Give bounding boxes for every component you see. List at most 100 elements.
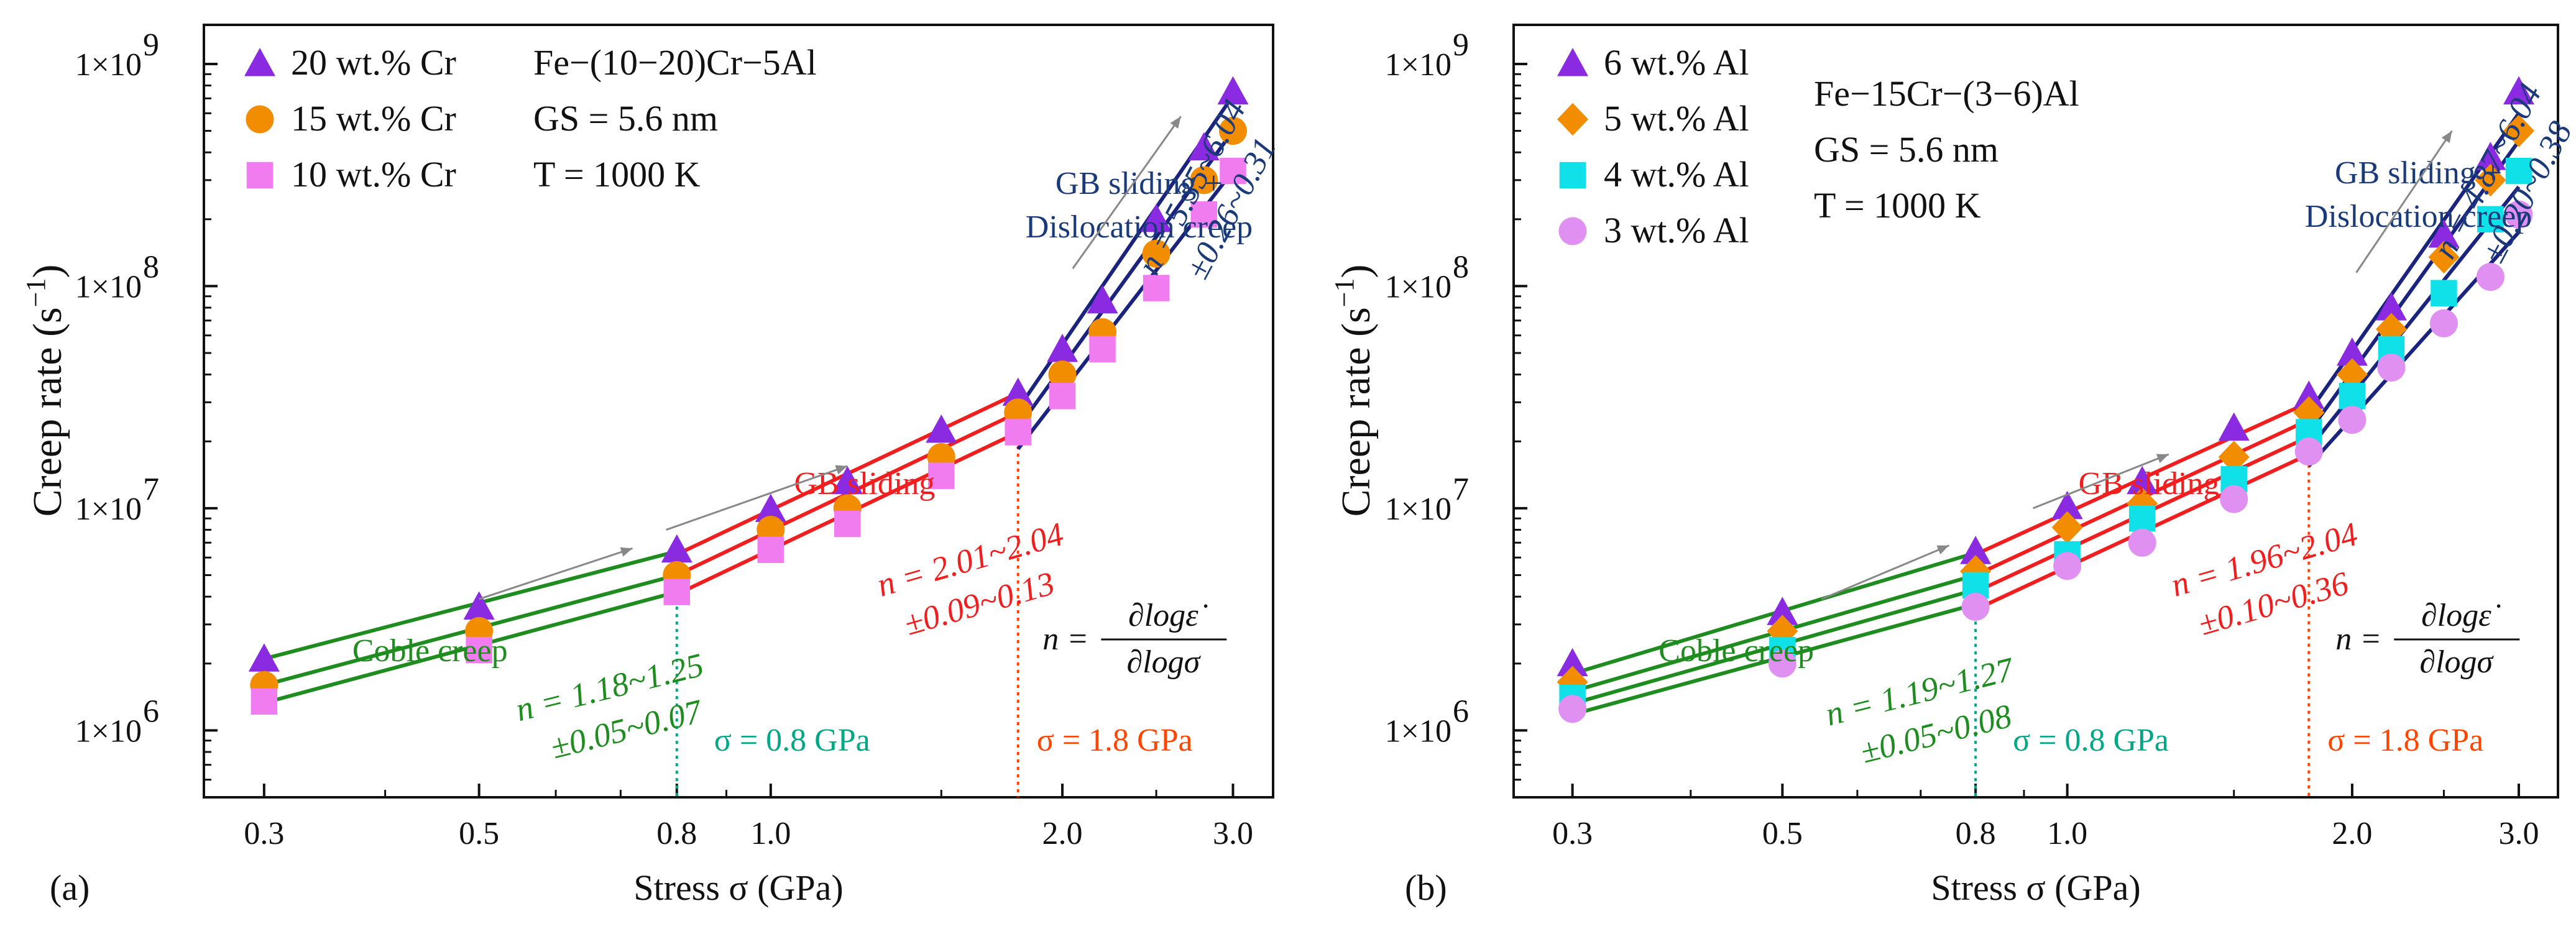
data-point-circle <box>1961 593 1990 621</box>
data-point-triangle <box>1767 597 1798 625</box>
data-point-square <box>2128 505 2156 532</box>
data-point-square <box>2505 157 2532 185</box>
y-tick-exponent: 7 <box>1453 472 1469 507</box>
arrow-head-icon <box>1170 116 1181 129</box>
data-point-square <box>1190 201 1218 228</box>
data-point-triangle <box>1557 648 1588 677</box>
arrow-head-icon <box>2441 130 2452 144</box>
n-coble-annotation: n = 1.18~1.25±0.05~0.07 <box>512 646 707 766</box>
x-tick-label: 0.3 <box>1552 816 1593 851</box>
data-point-diamond <box>2428 240 2460 274</box>
gb-sliding-label: GB sliding <box>794 466 935 501</box>
condition-text: GS = 5.6 nm <box>533 98 718 139</box>
regime-arrow-line <box>2355 130 2453 273</box>
data-point-diamond <box>2475 163 2506 197</box>
x-tick-label: 0.5 <box>459 816 499 851</box>
condition-text: GS = 5.6 nm <box>1814 129 1999 170</box>
plot-frame <box>203 24 1274 799</box>
legend-marker-triangle <box>1557 48 1588 76</box>
legend-marker-circle <box>1558 217 1587 245</box>
data-point-circle <box>2429 309 2458 337</box>
x-tick-label: 1.0 <box>750 816 791 851</box>
condition-text: T = 1000 K <box>533 154 701 195</box>
y-tick-exponent: 6 <box>1453 694 1469 729</box>
y-tick-label: 1×10 <box>1385 269 1451 304</box>
legend-label: 5 wt.% Al <box>1604 98 1749 139</box>
data-point-square <box>928 462 955 489</box>
data-point-circle <box>2053 552 2082 580</box>
x-tick-label: 0.3 <box>244 816 284 851</box>
y-axis-label-close: ) <box>1333 265 1379 278</box>
arrow-head-icon <box>620 547 633 557</box>
sigma-1p8-label: σ = 1.8 GPa <box>2327 723 2483 758</box>
y-tick-label: 1×10 <box>75 713 142 749</box>
data-point-triangle <box>926 414 957 443</box>
legend-label: 15 wt.% Cr <box>291 98 456 139</box>
plot-frame <box>1512 24 2559 799</box>
condition-text: Fe−(10−20)Cr−5Al <box>533 42 817 83</box>
y-tick-exponent: 8 <box>1453 249 1469 285</box>
x-tick-label: 1.0 <box>2047 816 2087 851</box>
data-point-triangle <box>2428 219 2460 248</box>
data-point-diamond <box>2503 114 2534 147</box>
data-point-circle <box>2128 528 2156 557</box>
regime-arrow-line <box>666 465 848 531</box>
y-tick-label: 1×10 <box>1385 713 1451 749</box>
formula-numerator: ∂logε̇ <box>1128 598 1208 633</box>
legend-label: 4 wt.% Al <box>1604 154 1749 195</box>
legend-marker-square <box>246 162 274 189</box>
y-axis-label-close: ) <box>25 265 70 278</box>
y-tick-label: 1×10 <box>75 269 142 304</box>
arrow-head-icon <box>2156 454 2169 464</box>
y-axis-label-exponent: −1 <box>21 278 51 308</box>
y-tick-label: 1×10 <box>75 492 142 527</box>
data-point-square <box>757 536 784 564</box>
condition-text: Fe−15Cr−(3−6)Al <box>1814 73 2079 114</box>
y-axis-label-exponent: −1 <box>1329 278 1359 308</box>
coble-creep-label: Coble creep <box>1658 633 1814 669</box>
panel-label: (b) <box>1405 868 1447 908</box>
y-tick-label: 1×10 <box>1385 47 1451 83</box>
n-coble-annotation: n = 1.19~1.27±0.05~0.08 <box>1822 650 2018 771</box>
data-point-diamond <box>2218 441 2250 474</box>
data-point-diamond <box>2051 511 2083 544</box>
data-point-triangle <box>1188 132 1220 161</box>
y-tick-exponent: 9 <box>1453 27 1469 63</box>
data-point-triangle <box>248 643 280 672</box>
data-point-triangle <box>463 591 495 620</box>
legend-marker-square <box>1559 162 1586 189</box>
arrow-head-icon <box>835 465 848 475</box>
y-tick-exponent: 7 <box>143 472 159 507</box>
formula-denominator: ∂logσ <box>1126 644 1201 680</box>
y-tick-exponent: 9 <box>143 27 159 63</box>
data-point-triangle <box>1217 76 1249 105</box>
data-point-square <box>251 688 278 715</box>
data-point-square <box>2339 383 2366 410</box>
data-point-square <box>1049 383 1076 410</box>
data-point-circle <box>2294 437 2323 466</box>
legend-marker-triangle <box>244 48 275 76</box>
data-point-circle <box>1190 166 1218 195</box>
data-point-circle <box>2505 200 2533 229</box>
data-point-circle <box>1218 117 1247 145</box>
legend-label: 6 wt.% Al <box>1604 42 1749 83</box>
x-tick-label: 3.0 <box>2498 816 2539 851</box>
data-point-square <box>834 510 861 538</box>
legend-label: 10 wt.% Cr <box>291 154 456 195</box>
data-point-square <box>466 636 492 664</box>
formula-numerator: ∂logε̇ <box>2421 598 2501 633</box>
legend-label: 20 wt.% Cr <box>291 42 456 83</box>
data-point-triangle <box>1087 285 1118 314</box>
gb-sliding-plus-label: GB sliding + <box>2335 155 2502 191</box>
dislocation-creep-label: Dislocation creep <box>1026 209 1253 245</box>
data-point-triangle <box>755 493 786 522</box>
regime-arrow-line <box>1072 116 1182 269</box>
data-point-triangle <box>2503 76 2534 105</box>
data-point-triangle <box>661 534 692 563</box>
condition-text: T = 1000 K <box>1814 185 1981 226</box>
data-point-triangle <box>832 465 863 495</box>
data-point-square <box>2431 280 2457 306</box>
y-axis-label-text: Creep rate (s <box>1333 307 1379 516</box>
y-axis-label: Creep rate (s−1) <box>21 265 70 517</box>
panel-b: 0.3 0.5 0.8 1.0 2.0 3.01×1061×1071×1081×109Cr… <box>1329 24 2576 908</box>
